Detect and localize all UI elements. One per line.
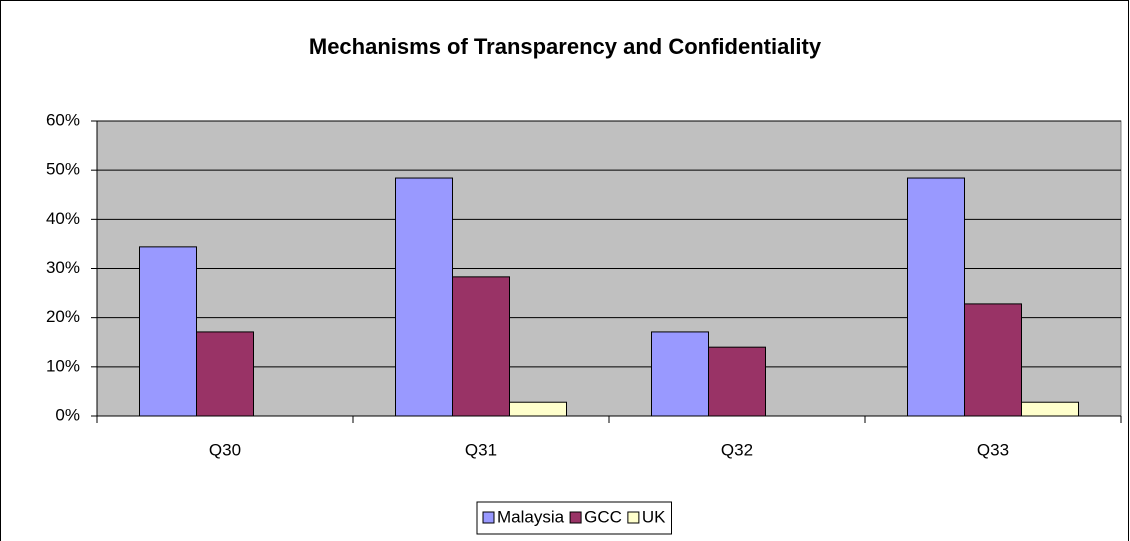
bar	[907, 177, 965, 417]
y-tick-label: 40%	[46, 209, 80, 228]
y-tick-label: 0%	[55, 405, 80, 424]
bar	[964, 303, 1022, 417]
bar	[509, 401, 567, 417]
y-tick-label: 60%	[46, 110, 80, 129]
bar	[651, 331, 709, 417]
bar	[708, 346, 766, 417]
x-tick-label: Q31	[465, 440, 497, 459]
x-tick-label: Q32	[721, 440, 753, 459]
legend-swatch	[627, 511, 640, 524]
legend-label: UK	[642, 507, 666, 526]
x-tick-label: Q30	[209, 440, 241, 459]
y-tick-label: 10%	[46, 356, 80, 375]
legend-swatch	[569, 511, 582, 524]
x-tick-label: Q33	[977, 440, 1009, 459]
bar	[395, 177, 453, 417]
bar	[452, 276, 510, 417]
bar	[1021, 401, 1079, 417]
y-tick-label: 30%	[46, 258, 80, 277]
bar	[139, 246, 197, 417]
bar	[196, 331, 254, 417]
legend-swatch	[482, 511, 495, 524]
y-tick-label: 20%	[46, 307, 80, 326]
chart-title: Mechanisms of Transparency and Confident…	[309, 34, 822, 59]
legend-label: Malaysia	[497, 507, 565, 526]
legend-label: GCC	[584, 507, 622, 526]
y-tick-label: 50%	[46, 160, 80, 179]
